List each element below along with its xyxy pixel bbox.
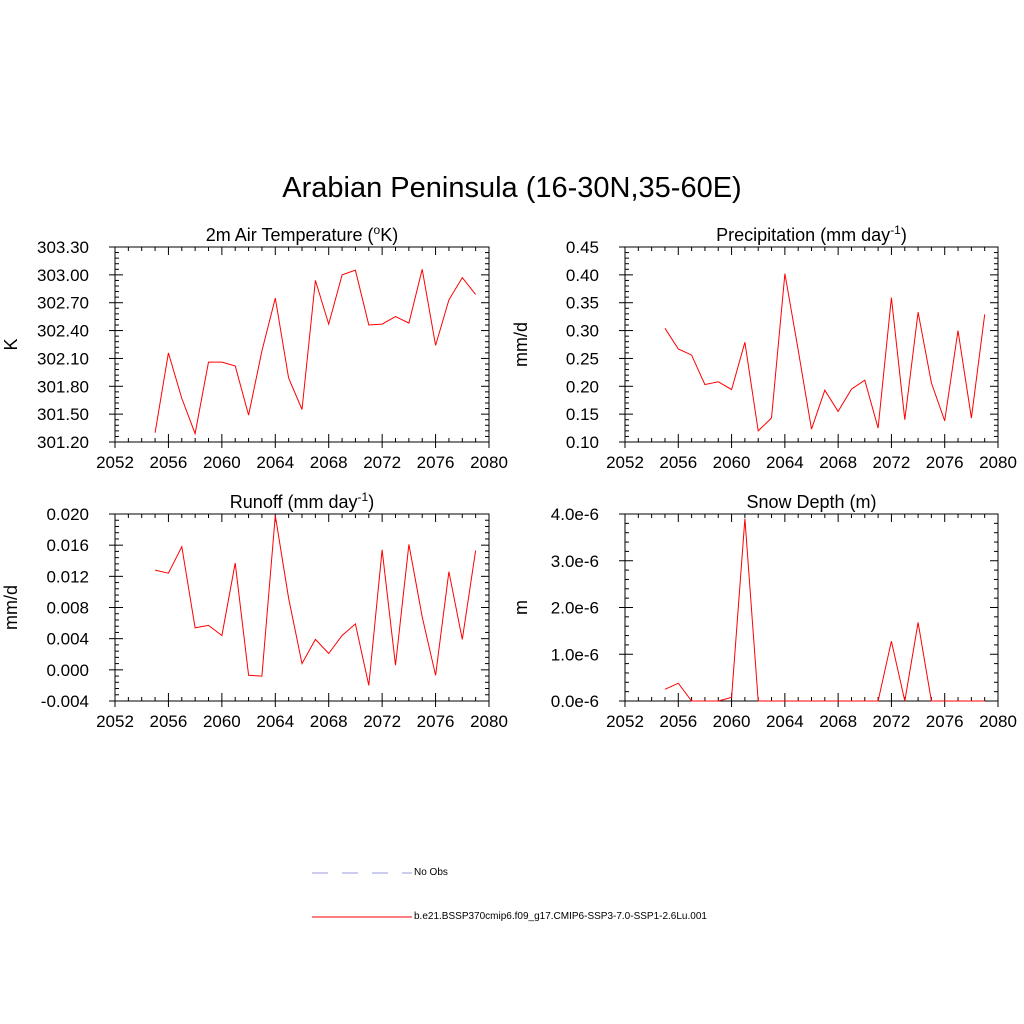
y-tick-label: 0.008 [46, 599, 89, 618]
plot-frame [114, 246, 490, 443]
y-tick-label: 0.40 [566, 266, 599, 285]
series-line [664, 518, 985, 702]
x-tick-label: 2068 [819, 453, 857, 472]
x-tick-label: 2064 [256, 453, 294, 472]
chart-title: Precipitation (mm day-1) [716, 223, 907, 245]
y-tick-label: 0.30 [566, 322, 599, 341]
x-tick-label: 2060 [203, 453, 241, 472]
y-tick-label: 301.50 [37, 405, 89, 424]
x-tick-label: 2076 [417, 453, 455, 472]
x-tick-label: 2068 [310, 453, 348, 472]
legend-label-model: b.e21.BSSP370cmip6.f09_g17.CMIP6-SSP3-7.… [414, 911, 707, 922]
x-tick-label: 2076 [417, 712, 455, 731]
x-tick-label: 2076 [926, 712, 964, 731]
y-tick-label: 301.80 [37, 377, 89, 396]
x-tick-label: 2072 [363, 453, 401, 472]
y-tick-label: 0.020 [46, 505, 89, 524]
chart-temperature: 2052 2056 2060 2064 2068 2072 2076 2080 301.20 30… [1, 223, 508, 472]
series-line [154, 269, 476, 436]
y-tick-label: 0.45 [566, 238, 599, 257]
y-tick-label: 0.25 [566, 349, 599, 368]
x-tick-label: 2080 [470, 712, 508, 731]
chart-runoff: 2052 2056 2060 2064 2068 2072 2076 2080 -0.004 0.… [1, 490, 508, 731]
y-tick-label: 0.004 [46, 630, 89, 649]
y-axis-label: mm/d [1, 585, 21, 630]
x-tick-label: 2064 [766, 712, 804, 731]
x-tick-label: 2076 [926, 453, 964, 472]
y-tick-label: 302.10 [37, 349, 89, 368]
y-tick-label: 0.20 [566, 377, 599, 396]
x-tick-label: 2068 [310, 712, 348, 731]
y-tick-label: 1.0e-6 [551, 645, 599, 664]
x-tick-label: 2052 [96, 453, 134, 472]
x-tick-label: 2068 [819, 712, 857, 731]
y-axis-label: K [1, 338, 21, 350]
y-tick-label: 303.30 [37, 238, 89, 257]
legend-line-model [312, 916, 412, 918]
y-tick-label: 0.35 [566, 294, 599, 313]
x-tick-label: 2056 [659, 453, 697, 472]
series-line [664, 273, 986, 432]
y-tick-label: 0.016 [46, 536, 89, 555]
x-tick-label: 2072 [363, 712, 401, 731]
y-tick-label: 0.10 [566, 433, 599, 452]
x-tick-label: 2056 [659, 712, 697, 731]
y-tick-label: 301.20 [37, 433, 89, 452]
y-tick-label: 303.00 [37, 266, 89, 285]
y-tick-label: 302.40 [37, 322, 89, 341]
y-axis-label: m [511, 600, 531, 615]
x-tick-label: 2080 [470, 453, 508, 472]
chart-snow-depth: 2052 2056 2060 2064 2068 2072 2076 2080 0.0e-6 1.… [511, 492, 1017, 731]
x-tick-label: 2060 [713, 712, 751, 731]
x-tick-label: 2052 [606, 712, 644, 731]
y-tick-label: 302.70 [37, 294, 89, 313]
y-axis-label: mm/d [511, 322, 531, 367]
y-tick-label: 0.012 [46, 567, 89, 586]
x-tick-label: 2060 [713, 453, 751, 472]
x-tick-label: 2080 [979, 453, 1017, 472]
plot-frame [624, 513, 999, 702]
plot-frame [114, 513, 490, 702]
chart-precipitation: 2052 2056 2060 2064 2068 2072 2076 2080 0.10 0.15… [511, 223, 1017, 472]
x-tick-label: 2064 [256, 712, 294, 731]
x-tick-label: 2072 [873, 712, 911, 731]
chart-title: 2m Air Temperature (oK) [206, 223, 398, 245]
chart-title: Runoff (mm day-1) [230, 490, 374, 512]
x-tick-label: 2052 [606, 453, 644, 472]
y-tick-label: -0.004 [41, 692, 89, 711]
x-tick-label: 2064 [766, 453, 804, 472]
main-title: Arabian Peninsula (16-30N,35-60E) [282, 172, 742, 204]
series-line [154, 515, 477, 686]
x-tick-label: 2056 [150, 453, 188, 472]
y-tick-label: 4.0e-6 [551, 505, 599, 524]
y-tick-label: 2.0e-6 [551, 599, 599, 618]
x-tick-label: 2056 [150, 712, 188, 731]
y-tick-label: 0.0e-6 [551, 692, 599, 711]
legend-label-no-obs: No Obs [414, 867, 448, 878]
x-tick-label: 2052 [96, 712, 134, 731]
y-tick-label: 3.0e-6 [551, 552, 599, 571]
legend-line-no-obs [312, 872, 412, 874]
x-tick-label: 2072 [873, 453, 911, 472]
x-tick-label: 2060 [203, 712, 241, 731]
chart-title: Snow Depth (m) [746, 492, 876, 512]
x-tick-label: 2080 [979, 712, 1017, 731]
y-tick-label: 0.15 [566, 405, 599, 424]
y-tick-label: 0.000 [46, 661, 89, 680]
